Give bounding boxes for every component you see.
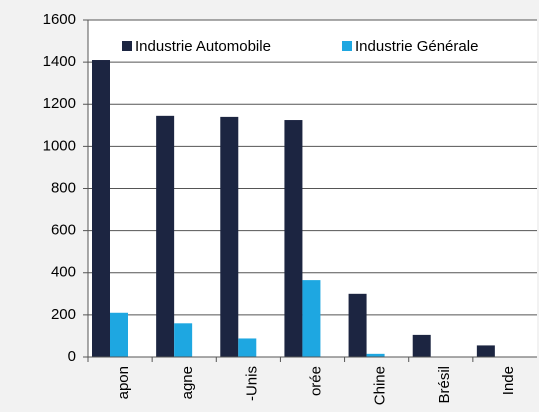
y-tick-label: 1600: [43, 11, 76, 28]
y-tick-label: 1200: [43, 95, 76, 112]
bar: [284, 120, 303, 357]
x-tick-label: Inde: [500, 366, 517, 395]
bar: [412, 334, 431, 357]
y-tick-label: 1000: [43, 137, 76, 154]
bar: [476, 345, 495, 357]
bar: [302, 280, 321, 357]
y-tick-label: 400: [51, 264, 76, 281]
x-tick-label: Chine: [372, 366, 389, 405]
x-tick-label: Brésil: [436, 366, 453, 404]
bar: [156, 115, 175, 357]
bar: [110, 312, 128, 357]
legend-label: Industrie Automobile: [135, 38, 271, 55]
x-tick-label: agne: [179, 366, 196, 399]
y-tick-label: 600: [51, 222, 76, 239]
bar: [220, 116, 239, 357]
y-tick-label: 200: [51, 306, 76, 323]
bar: [238, 338, 257, 357]
x-tick-label: apon: [115, 366, 132, 399]
y-tick-label: 0: [68, 348, 76, 365]
y-tick-label: 1400: [43, 53, 76, 70]
x-tick-label: -Unis: [243, 366, 260, 401]
x-tick-label: orée: [307, 366, 324, 396]
y-tick-label: 800: [51, 179, 76, 196]
bar: [348, 293, 367, 357]
bar: [366, 353, 385, 357]
bar: [92, 60, 110, 358]
legend-swatch: [342, 41, 352, 51]
legend-label: Industrie Générale: [355, 38, 478, 55]
bar: [174, 323, 193, 357]
legend-swatch: [122, 41, 132, 51]
